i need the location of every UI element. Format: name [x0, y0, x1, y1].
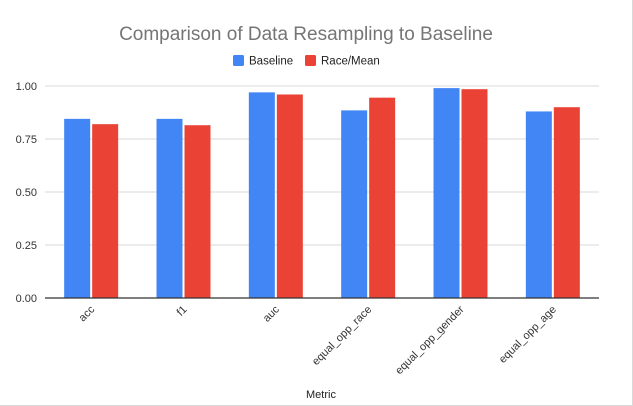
x-tick-label: acc — [77, 303, 98, 324]
bar-race-mean-acc — [92, 124, 119, 298]
x-axis-label: Metric — [306, 389, 336, 401]
bar-baseline-f1 — [156, 118, 183, 298]
y-tick-label: 0.25 — [16, 240, 37, 252]
bar-baseline-equal-opp-race — [341, 110, 368, 298]
chart-title: Comparison of Data Resampling to Baselin… — [119, 24, 493, 45]
x-tick-label: auc — [261, 303, 282, 324]
x-tick-label: equal_opp_gender — [393, 303, 467, 377]
x-tick-label: equal_opp_race — [310, 304, 374, 368]
bar-race-mean-equal-opp-race — [369, 97, 396, 298]
y-tick-label: 0.50 — [16, 187, 37, 199]
legend-label: Baseline — [249, 56, 293, 68]
bar-race-mean-f1 — [184, 125, 211, 298]
gridlines — [45, 85, 599, 246]
legend-swatch — [305, 55, 316, 66]
bar-baseline-equal-opp-age — [525, 111, 552, 298]
bar-race-mean-auc — [276, 94, 303, 298]
x-axis-ticks: acc f1 auc equal_opp_race equal_opp_gender eq… — [77, 303, 559, 377]
bar-race-mean-equal-opp-gender — [461, 89, 488, 299]
x-tick-label: f1 — [175, 304, 190, 319]
bar-baseline-auc — [248, 92, 275, 298]
x-tick-label: equal_opp_age — [497, 304, 559, 366]
y-tick-label: 0.75 — [16, 134, 37, 146]
legend: Baseline Race/Mean — [233, 55, 380, 68]
bar-baseline-equal-opp-gender — [433, 88, 460, 299]
y-tick-label: 1.00 — [16, 81, 37, 93]
legend-label: Race/Mean — [321, 56, 380, 68]
bar-baseline-acc — [64, 118, 91, 298]
y-tick-label: 0.00 — [16, 293, 37, 305]
bar-race-mean-equal-opp-age — [553, 107, 580, 298]
y-axis-ticks: 0.00 0.25 0.50 0.75 1.00 — [16, 81, 37, 305]
bars — [45, 88, 599, 299]
legend-swatch — [233, 55, 244, 66]
